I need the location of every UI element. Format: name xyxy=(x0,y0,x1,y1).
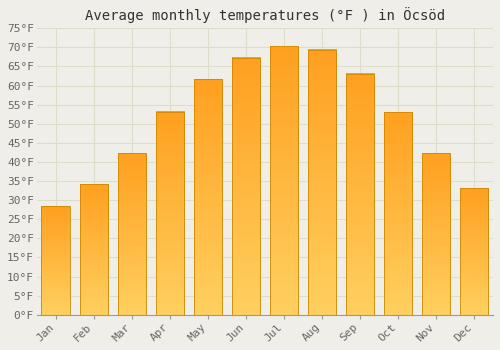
Bar xyxy=(422,153,450,315)
Bar xyxy=(346,74,374,315)
Title: Average monthly temperatures (°F ) in Öcsöd: Average monthly temperatures (°F ) in Öc… xyxy=(85,7,445,23)
Bar xyxy=(308,50,336,315)
Bar xyxy=(80,184,108,315)
Bar xyxy=(156,112,184,315)
Bar xyxy=(270,46,298,315)
Bar xyxy=(42,206,70,315)
Bar xyxy=(194,79,222,315)
Bar xyxy=(460,188,488,315)
Bar xyxy=(118,153,146,315)
Bar xyxy=(232,58,260,315)
Bar xyxy=(384,112,412,315)
